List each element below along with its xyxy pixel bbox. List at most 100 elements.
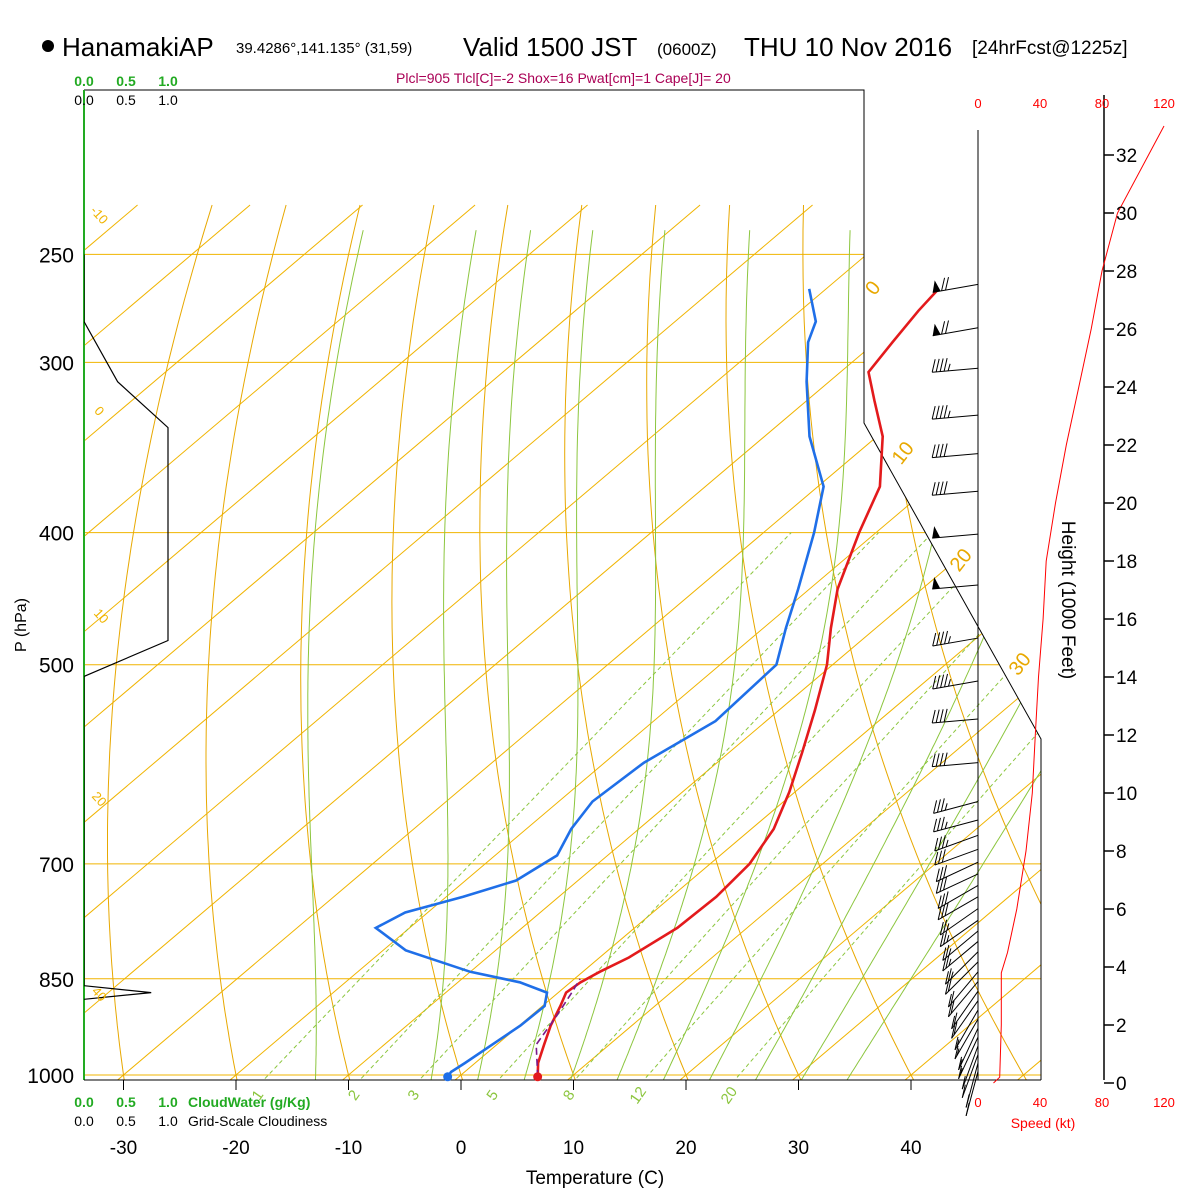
cloudwater-tick-bottom: 0.0: [74, 1094, 94, 1110]
wind-barb-staff: [954, 1018, 979, 1060]
dry-adiabat-label: 0: [861, 277, 885, 299]
wind-feather: [935, 405, 940, 419]
isotherm-line: [201, 204, 1041, 1080]
parcel-line: [535, 978, 581, 1077]
wind-barb-staff: [951, 1000, 979, 1039]
wind-barb-staff: [945, 961, 979, 995]
wind-feather: [935, 753, 940, 767]
isotherm-line: [84, 204, 1038, 1080]
wind-barb: [951, 1000, 979, 1039]
cloudwater-tick-top: 1.0: [158, 73, 178, 89]
dry-adiabat: [107, 204, 213, 1080]
wind-half-feather: [947, 679, 951, 687]
wind-feather: [940, 816, 945, 830]
moist-adiabat: [516, 230, 594, 1080]
wind-feather: [931, 709, 936, 724]
wind-barb: [961, 1045, 979, 1090]
valid-time: Valid 1500 JST: [463, 32, 638, 62]
wind-feather: [935, 444, 940, 458]
dry-adiabat-label: 20: [946, 545, 977, 576]
wind-feather: [931, 444, 936, 458]
dry-adiabat: [479, 204, 585, 1080]
speed-line: [993, 125, 1165, 1084]
cloudwater-tick-bottom: 0.5: [116, 1094, 136, 1110]
wind-barb: [932, 630, 979, 647]
dry-adiabat: [802, 204, 1041, 1080]
dry-adiabat: [1099, 205, 1200, 1104]
wind-feather: [945, 944, 950, 959]
dry-adiabat-label: 10: [888, 438, 919, 469]
pressure-tick-label: 250: [39, 244, 74, 267]
height-tick-label: 2: [1116, 1016, 1127, 1037]
height-tick-label: 10: [1116, 784, 1137, 805]
isotherm-line: [84, 204, 363, 1080]
wind-barb-staff: [954, 1009, 979, 1051]
wind-feather: [932, 632, 937, 647]
wind-feather: [931, 753, 936, 767]
wind-half-feather: [944, 821, 948, 829]
speed-panel: [993, 125, 1165, 1084]
station-name: HanamakiAP: [62, 32, 214, 62]
moist-adiabat: [606, 230, 751, 1080]
isotherm-label: 0: [91, 403, 107, 418]
wind-feather: [954, 1045, 959, 1060]
wind-feather: [939, 933, 944, 947]
wind-feather: [937, 895, 942, 909]
cloudwater-legend: CloudWater (g/Kg): [188, 1094, 310, 1110]
wind-feather: [943, 358, 948, 372]
mixing-ratio-label: 8: [560, 1087, 579, 1104]
temperature-tick-label: -10: [335, 1138, 362, 1159]
mixing-ratio-line: [713, 532, 1041, 1080]
wind-barb-staff: [932, 533, 979, 539]
pressure-tick-label: 400: [39, 523, 74, 546]
wind-barb-staff: [937, 885, 979, 909]
station-bullet-icon: [42, 40, 54, 52]
wind-barb: [951, 990, 979, 1030]
wind-barb-staff: [932, 718, 979, 724]
pressure-tick-label: 500: [39, 655, 74, 678]
thermo-grid: [84, 204, 1200, 1104]
cloudiness-tick-top: 1.0: [158, 92, 178, 108]
isotherm-line: [84, 204, 926, 1080]
wind-barb: [954, 1018, 979, 1060]
cloudwater-tick-top: 0.5: [116, 73, 136, 89]
wind-feather: [931, 482, 936, 496]
wind-feather: [937, 906, 942, 920]
isotherm-line: [84, 204, 588, 1080]
surface-dewpoint-marker: [443, 1072, 453, 1082]
wind-barb-staff: [932, 490, 979, 496]
wind-feather: [943, 876, 948, 891]
moist-adiabat: [831, 229, 1041, 1080]
isotherm-line: [764, 204, 1041, 1080]
temperature-tick-label: 0: [456, 1138, 467, 1159]
moist-adiabat: [786, 230, 1041, 1080]
temperature-tick-label: 30: [788, 1138, 809, 1159]
wind-barb-staff: [948, 981, 979, 1018]
dry-adiabat: [1173, 205, 1200, 1104]
wind-feather: [943, 752, 948, 766]
mixing-ratio-line: [337, 532, 879, 1080]
wind-barb-staff: [932, 414, 979, 420]
forecast-info: [24hrFcst@1225z]: [972, 38, 1128, 59]
wind-half-feather: [959, 1068, 963, 1076]
wind-feather: [951, 1015, 956, 1029]
cloudiness-legend: Grid-Scale Cloudiness: [188, 1113, 327, 1129]
wind-feather: [939, 443, 944, 457]
dry-adiabat: [564, 204, 699, 1080]
wind-barb: [932, 320, 979, 337]
wind-feather: [965, 1102, 970, 1116]
wind-barb: [931, 708, 979, 724]
wind-feather: [954, 1036, 959, 1050]
wind-half-feather: [945, 839, 949, 848]
wind-feather: [944, 673, 949, 688]
cloudiness-layer: [84, 254, 169, 1000]
wind-feather: [947, 1003, 952, 1017]
mixing-ratio-line: [476, 532, 1005, 1080]
wind-feather: [939, 866, 944, 881]
wind-feather: [939, 405, 944, 419]
temperature-tick-label: 40: [900, 1138, 921, 1159]
height-tick-label: 14: [1116, 668, 1138, 689]
wind-feather: [943, 919, 948, 933]
cloudiness-line: [84, 254, 169, 1000]
